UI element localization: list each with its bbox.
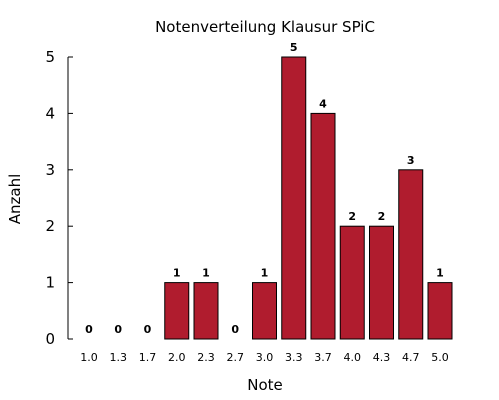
x-tick-label: 3.0	[256, 351, 274, 364]
data-label: 1	[261, 267, 269, 280]
data-label: 0	[144, 323, 152, 336]
y-tick-label: 5	[45, 48, 55, 66]
bar	[252, 282, 277, 340]
bar	[193, 282, 219, 340]
data-label: 1	[173, 267, 181, 280]
x-axis-ticks: 1.0 1.3 1.7 2.0 2.3 2.7 3.0 3.3 3.7 4.0 4.3 4.7 5.0	[80, 351, 449, 364]
y-tick-label: 3	[45, 161, 55, 179]
data-label: 2	[378, 210, 386, 223]
bar	[369, 225, 394, 340]
data-labels-group: 0 0 0 1 1 0 1 5 4 2 2 3 1	[85, 41, 444, 336]
bar	[310, 112, 336, 340]
data-label: 2	[348, 210, 356, 223]
data-label: 1	[202, 267, 210, 280]
x-axis-label: Note	[247, 376, 283, 394]
bar	[427, 282, 453, 340]
y-tick-label: 4	[45, 104, 55, 122]
x-tick-label: 4.0	[344, 351, 362, 364]
y-tick-label: 1	[45, 274, 55, 292]
x-tick-label: 1.0	[80, 351, 98, 364]
x-tick-label: 4.3	[373, 351, 391, 364]
y-tick-label: 0	[45, 330, 55, 348]
y-axis-ticks: 0 1 2 3 4 5	[45, 48, 73, 348]
bar	[339, 225, 365, 340]
data-label: 3	[407, 154, 415, 167]
bars-group	[164, 56, 453, 340]
chart-title: Notenverteilung Klausur SPiC	[155, 18, 375, 36]
x-tick-label: 3.3	[285, 351, 303, 364]
data-label: 1	[436, 267, 444, 280]
data-label: 4	[319, 97, 327, 110]
data-label: 0	[231, 323, 239, 336]
x-tick-label: 5.0	[431, 351, 449, 364]
x-tick-label: 2.0	[168, 351, 186, 364]
bar	[281, 56, 307, 340]
x-tick-label: 1.7	[139, 351, 157, 364]
y-tick-label: 2	[45, 217, 55, 235]
data-label: 5	[290, 41, 298, 54]
data-label: 0	[85, 323, 93, 336]
x-tick-label: 3.7	[314, 351, 332, 364]
bar	[398, 169, 424, 340]
x-tick-label: 2.7	[227, 351, 245, 364]
data-label: 0	[114, 323, 122, 336]
x-tick-label: 2.3	[197, 351, 215, 364]
y-axis-label: Anzahl	[6, 174, 24, 225]
x-tick-label: 1.3	[110, 351, 128, 364]
bar	[164, 282, 190, 340]
x-tick-label: 4.7	[402, 351, 420, 364]
